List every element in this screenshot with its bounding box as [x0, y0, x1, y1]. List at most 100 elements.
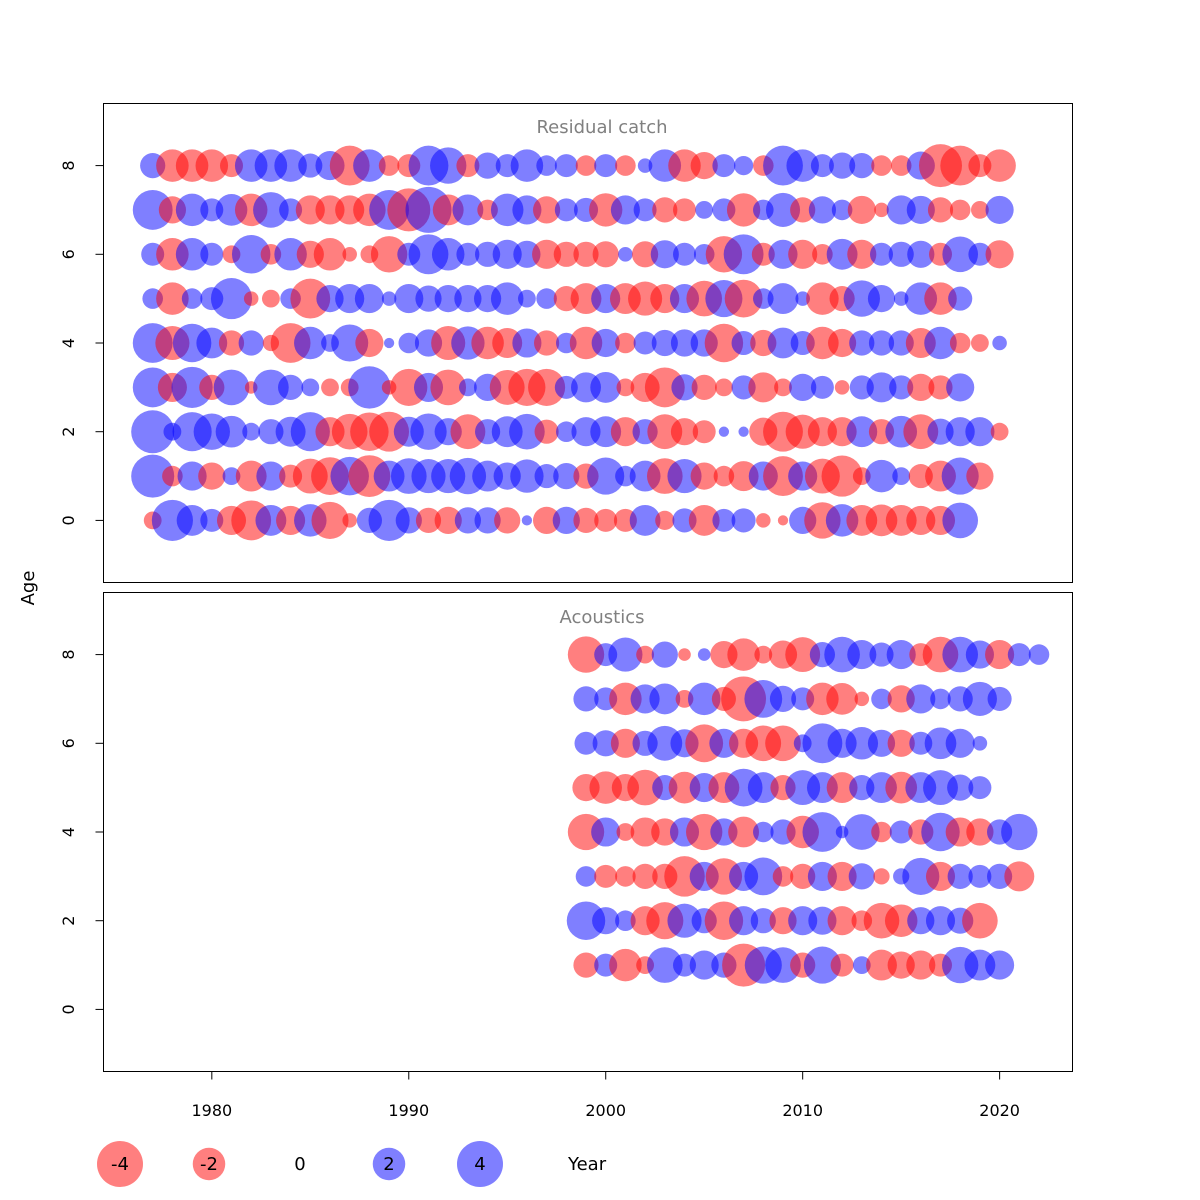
x-tick-label: 2010	[782, 1101, 823, 1120]
bubble	[651, 818, 679, 846]
bubble	[450, 414, 486, 450]
bubble	[889, 375, 914, 400]
bubble	[962, 681, 997, 716]
bubble	[942, 502, 979, 539]
bubble	[962, 902, 998, 939]
x-tick-label: 2020	[979, 1101, 1020, 1120]
bubble	[510, 459, 544, 493]
bubble	[430, 147, 467, 184]
bubble	[452, 194, 484, 226]
bubble	[644, 367, 685, 408]
bubble	[298, 153, 323, 178]
panel-residual-catch-title: Residual catch	[536, 117, 667, 138]
bubble	[294, 326, 327, 360]
bubble	[616, 823, 635, 841]
bubble	[788, 239, 818, 269]
bubble	[200, 508, 224, 532]
bubble	[175, 193, 209, 227]
bubble	[494, 507, 521, 534]
y-axis-residual-catch: 0 2 4 6 8	[59, 160, 104, 526]
bubble	[554, 154, 578, 178]
bubble	[947, 774, 974, 801]
bubble	[906, 195, 935, 224]
bubble	[532, 506, 561, 535]
legend-item: -2	[192, 1147, 226, 1181]
bubble	[415, 507, 442, 533]
bubble	[726, 193, 761, 227]
bubble	[940, 145, 981, 186]
bubble	[690, 462, 718, 490]
bubble	[756, 513, 771, 528]
bubble	[688, 504, 720, 536]
bubble	[475, 241, 501, 267]
bubble	[802, 812, 843, 852]
bubble	[1004, 861, 1035, 892]
bubble	[430, 369, 467, 406]
bubble	[846, 416, 878, 448]
bubble	[925, 861, 956, 891]
bubble	[131, 410, 175, 454]
bubble	[592, 241, 619, 268]
bubble	[195, 149, 229, 182]
bubble	[767, 283, 799, 315]
bubble	[966, 818, 994, 846]
panel-acoustics: Acoustics 0 2 4 6 8	[59, 592, 1073, 1072]
bubble	[342, 513, 357, 528]
bubble	[177, 461, 207, 491]
bubble	[474, 507, 501, 534]
bubble	[753, 288, 774, 309]
bubble	[415, 285, 442, 312]
bubble	[788, 906, 818, 936]
bubble	[1001, 813, 1038, 851]
bubble	[608, 637, 643, 672]
bubble	[868, 330, 895, 356]
bubble	[649, 683, 681, 715]
bubble	[927, 418, 954, 445]
bubble	[311, 501, 349, 539]
bubble	[290, 278, 331, 319]
bubble	[132, 189, 173, 230]
bubble	[945, 817, 975, 847]
y-tick-label: 8	[59, 649, 78, 659]
bubble	[181, 288, 203, 309]
bubble	[591, 328, 620, 358]
bubble	[888, 241, 914, 267]
bubble	[886, 195, 916, 225]
bubble	[847, 239, 877, 269]
bubble	[812, 244, 833, 265]
bubble	[651, 641, 678, 668]
bubble	[650, 240, 679, 269]
bubble	[673, 953, 696, 977]
bubble	[806, 282, 839, 315]
bubble	[845, 727, 879, 760]
bubble	[1007, 643, 1031, 667]
bubble	[243, 291, 259, 306]
bubble	[903, 414, 939, 450]
bubble	[968, 242, 992, 266]
bubble	[200, 242, 224, 266]
bubble	[534, 419, 559, 444]
bubble	[668, 149, 701, 182]
bubble	[769, 685, 797, 713]
legend-item: 2	[372, 1147, 406, 1181]
bubble	[728, 816, 760, 848]
bubble	[573, 241, 599, 267]
bubble	[690, 151, 718, 180]
bubble	[667, 459, 702, 494]
bubble	[574, 731, 598, 755]
bubble	[887, 729, 915, 757]
bubble	[355, 328, 384, 358]
bubble	[924, 282, 957, 315]
bubble	[553, 462, 580, 490]
bubble	[712, 154, 736, 178]
bubble	[866, 949, 897, 981]
bubble	[990, 422, 1009, 441]
bubble	[261, 289, 280, 308]
bubble	[744, 857, 783, 896]
bubble	[828, 328, 857, 358]
bubble	[849, 153, 875, 179]
bubble	[618, 247, 633, 262]
bubble	[575, 866, 597, 887]
bubble	[215, 415, 248, 448]
bubble	[509, 413, 545, 450]
